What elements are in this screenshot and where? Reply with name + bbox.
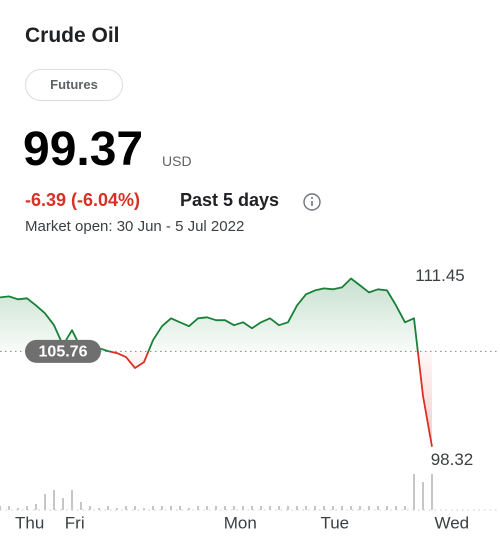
volume-bar [296,506,298,510]
volume-bar [350,506,352,510]
volume-bar [71,490,73,510]
x-tick-label: Tue [320,513,349,532]
volume-bar [125,506,127,510]
volume-bar [98,508,100,510]
period: Past 5 days [180,190,280,210]
x-tick-label: Thu [15,513,44,532]
volume-bar [305,506,307,510]
price-line [0,277,433,447]
market-status: Market open: 30 Jun - 5 Jul 2022 [25,218,245,235]
volume-bar [278,506,280,510]
volume-bar [359,506,361,510]
volume-bar [332,506,334,510]
volume-bar [134,506,136,510]
volume-bar [188,508,190,510]
volume-bar [116,508,118,510]
volume-bar [89,506,91,510]
volume-bar [161,506,163,510]
volume-bar [323,506,325,510]
volume-bar [0,506,1,510]
volume-bar [377,506,379,510]
volume-bar [35,504,37,510]
volume-bar [260,506,262,510]
volume-bar [386,506,388,510]
title: Crude Oil [25,24,120,47]
volume-bar [8,506,10,510]
currency: USD [162,153,192,169]
volume-bar [269,506,271,510]
price-area [0,278,432,447]
volume-bar [26,506,28,510]
info-icon[interactable] [302,192,322,212]
change: -6.39 (-6.04%) [25,190,141,210]
volume-bar [413,474,415,510]
volume-bar [143,508,145,510]
x-tick-label: Mon [224,513,257,532]
volume-bar [287,506,289,510]
volume-bar [179,506,181,510]
volume-bar [233,506,235,510]
volume-bar [314,506,316,510]
volume-bar [53,490,55,510]
volume-bar [206,506,208,510]
previous-close-label: 105.76 [39,344,88,361]
volume-bar [215,506,217,510]
volume-bar [80,502,82,510]
high-label: 111.45 [415,266,464,285]
volume-bar [395,506,397,510]
volume-bar [44,494,46,510]
volume-bar [107,506,109,510]
volume-bar [197,506,199,510]
x-tick-label: Wed [434,513,469,532]
volume-bar [422,482,424,510]
x-tick-label: Fri [65,513,85,532]
volume-bar [170,506,172,510]
volume-bar [17,508,19,510]
tag[interactable]: Futures [25,69,123,101]
volume-bar [431,474,433,510]
volume-bar [224,506,226,510]
volume-bar [242,506,244,510]
price: 99.37 [23,123,144,176]
volume-bar [341,506,343,510]
volume-bar [368,506,370,510]
volume-bar [62,498,64,510]
low-label: 98.32 [431,450,474,469]
volume-bar [251,506,253,510]
volume-bar [404,506,406,510]
volume-bar [152,506,154,510]
previous-close-pill [25,339,101,363]
